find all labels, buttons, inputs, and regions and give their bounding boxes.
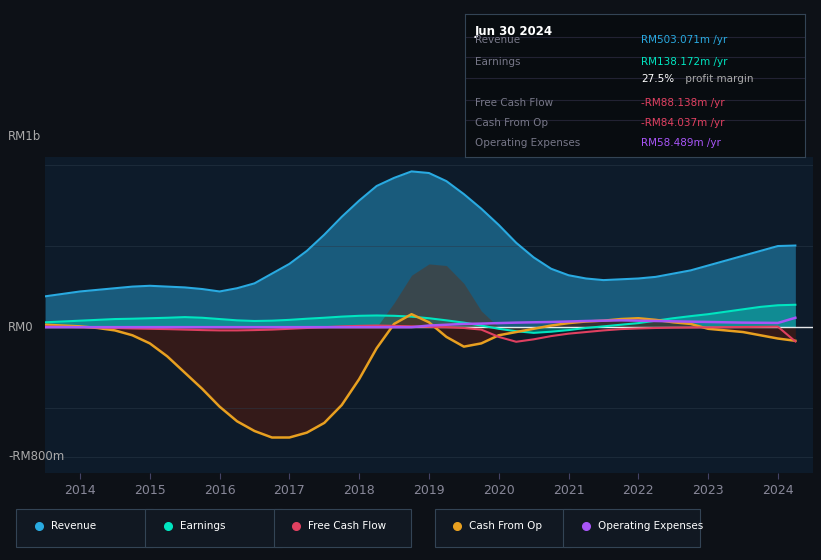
- Text: -RM800m: -RM800m: [8, 450, 65, 464]
- Text: RM1b: RM1b: [8, 130, 41, 143]
- Text: -RM88.138m /yr: -RM88.138m /yr: [641, 98, 725, 108]
- Text: Revenue: Revenue: [51, 521, 96, 531]
- FancyBboxPatch shape: [16, 509, 153, 547]
- Text: RM0: RM0: [8, 321, 34, 334]
- Text: Operating Expenses: Operating Expenses: [598, 521, 704, 531]
- Text: Earnings: Earnings: [475, 57, 521, 67]
- Text: Free Cash Flow: Free Cash Flow: [475, 98, 553, 108]
- Text: Earnings: Earnings: [180, 521, 225, 531]
- Text: Revenue: Revenue: [475, 35, 520, 45]
- Text: -RM84.037m /yr: -RM84.037m /yr: [641, 118, 725, 128]
- FancyBboxPatch shape: [434, 509, 571, 547]
- Text: RM503.071m /yr: RM503.071m /yr: [641, 35, 727, 45]
- FancyBboxPatch shape: [563, 509, 700, 547]
- Text: 27.5%: 27.5%: [641, 74, 675, 84]
- Text: Cash From Op: Cash From Op: [470, 521, 542, 531]
- Text: Free Cash Flow: Free Cash Flow: [309, 521, 387, 531]
- FancyBboxPatch shape: [145, 509, 282, 547]
- Text: RM58.489m /yr: RM58.489m /yr: [641, 138, 722, 148]
- Text: Operating Expenses: Operating Expenses: [475, 138, 580, 148]
- Text: Jun 30 2024: Jun 30 2024: [475, 25, 553, 39]
- FancyBboxPatch shape: [273, 509, 410, 547]
- Text: Cash From Op: Cash From Op: [475, 118, 548, 128]
- Text: RM138.172m /yr: RM138.172m /yr: [641, 57, 728, 67]
- Text: profit margin: profit margin: [682, 74, 754, 84]
